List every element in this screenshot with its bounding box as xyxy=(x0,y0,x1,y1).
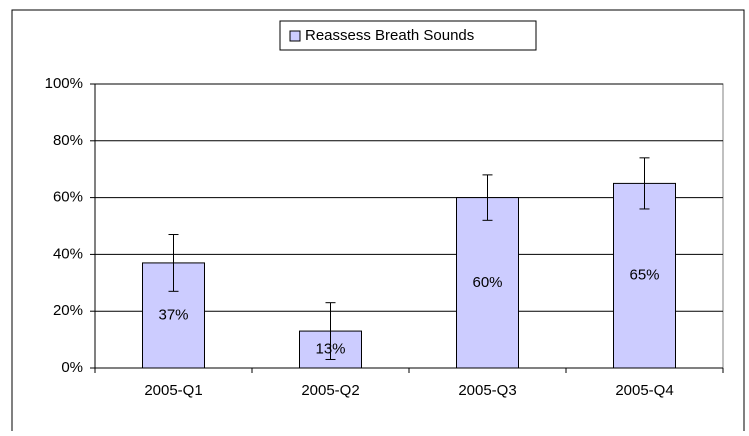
data-label: 13% xyxy=(315,341,345,358)
y-tick-label: 20% xyxy=(53,302,83,319)
bar xyxy=(613,182,676,369)
y-tick-label: 100% xyxy=(45,75,83,92)
legend-frame xyxy=(279,20,537,51)
data-label: 37% xyxy=(158,306,188,323)
y-tick-label: 60% xyxy=(53,189,83,206)
y-tick-label: 0% xyxy=(61,359,83,376)
y-tick-label: 80% xyxy=(53,132,83,149)
x-tick-label: 2005-Q3 xyxy=(458,382,516,399)
bar xyxy=(456,197,519,369)
legend-swatch xyxy=(289,30,301,42)
x-tick-label: 2005-Q4 xyxy=(615,382,673,399)
x-tick-label: 2005-Q1 xyxy=(144,382,202,399)
legend-label: Reassess Breath Sounds xyxy=(305,27,474,44)
data-label: 65% xyxy=(629,267,659,284)
x-tick-label: 2005-Q2 xyxy=(301,382,359,399)
y-tick-label: 40% xyxy=(53,245,83,262)
data-label: 60% xyxy=(472,274,502,291)
